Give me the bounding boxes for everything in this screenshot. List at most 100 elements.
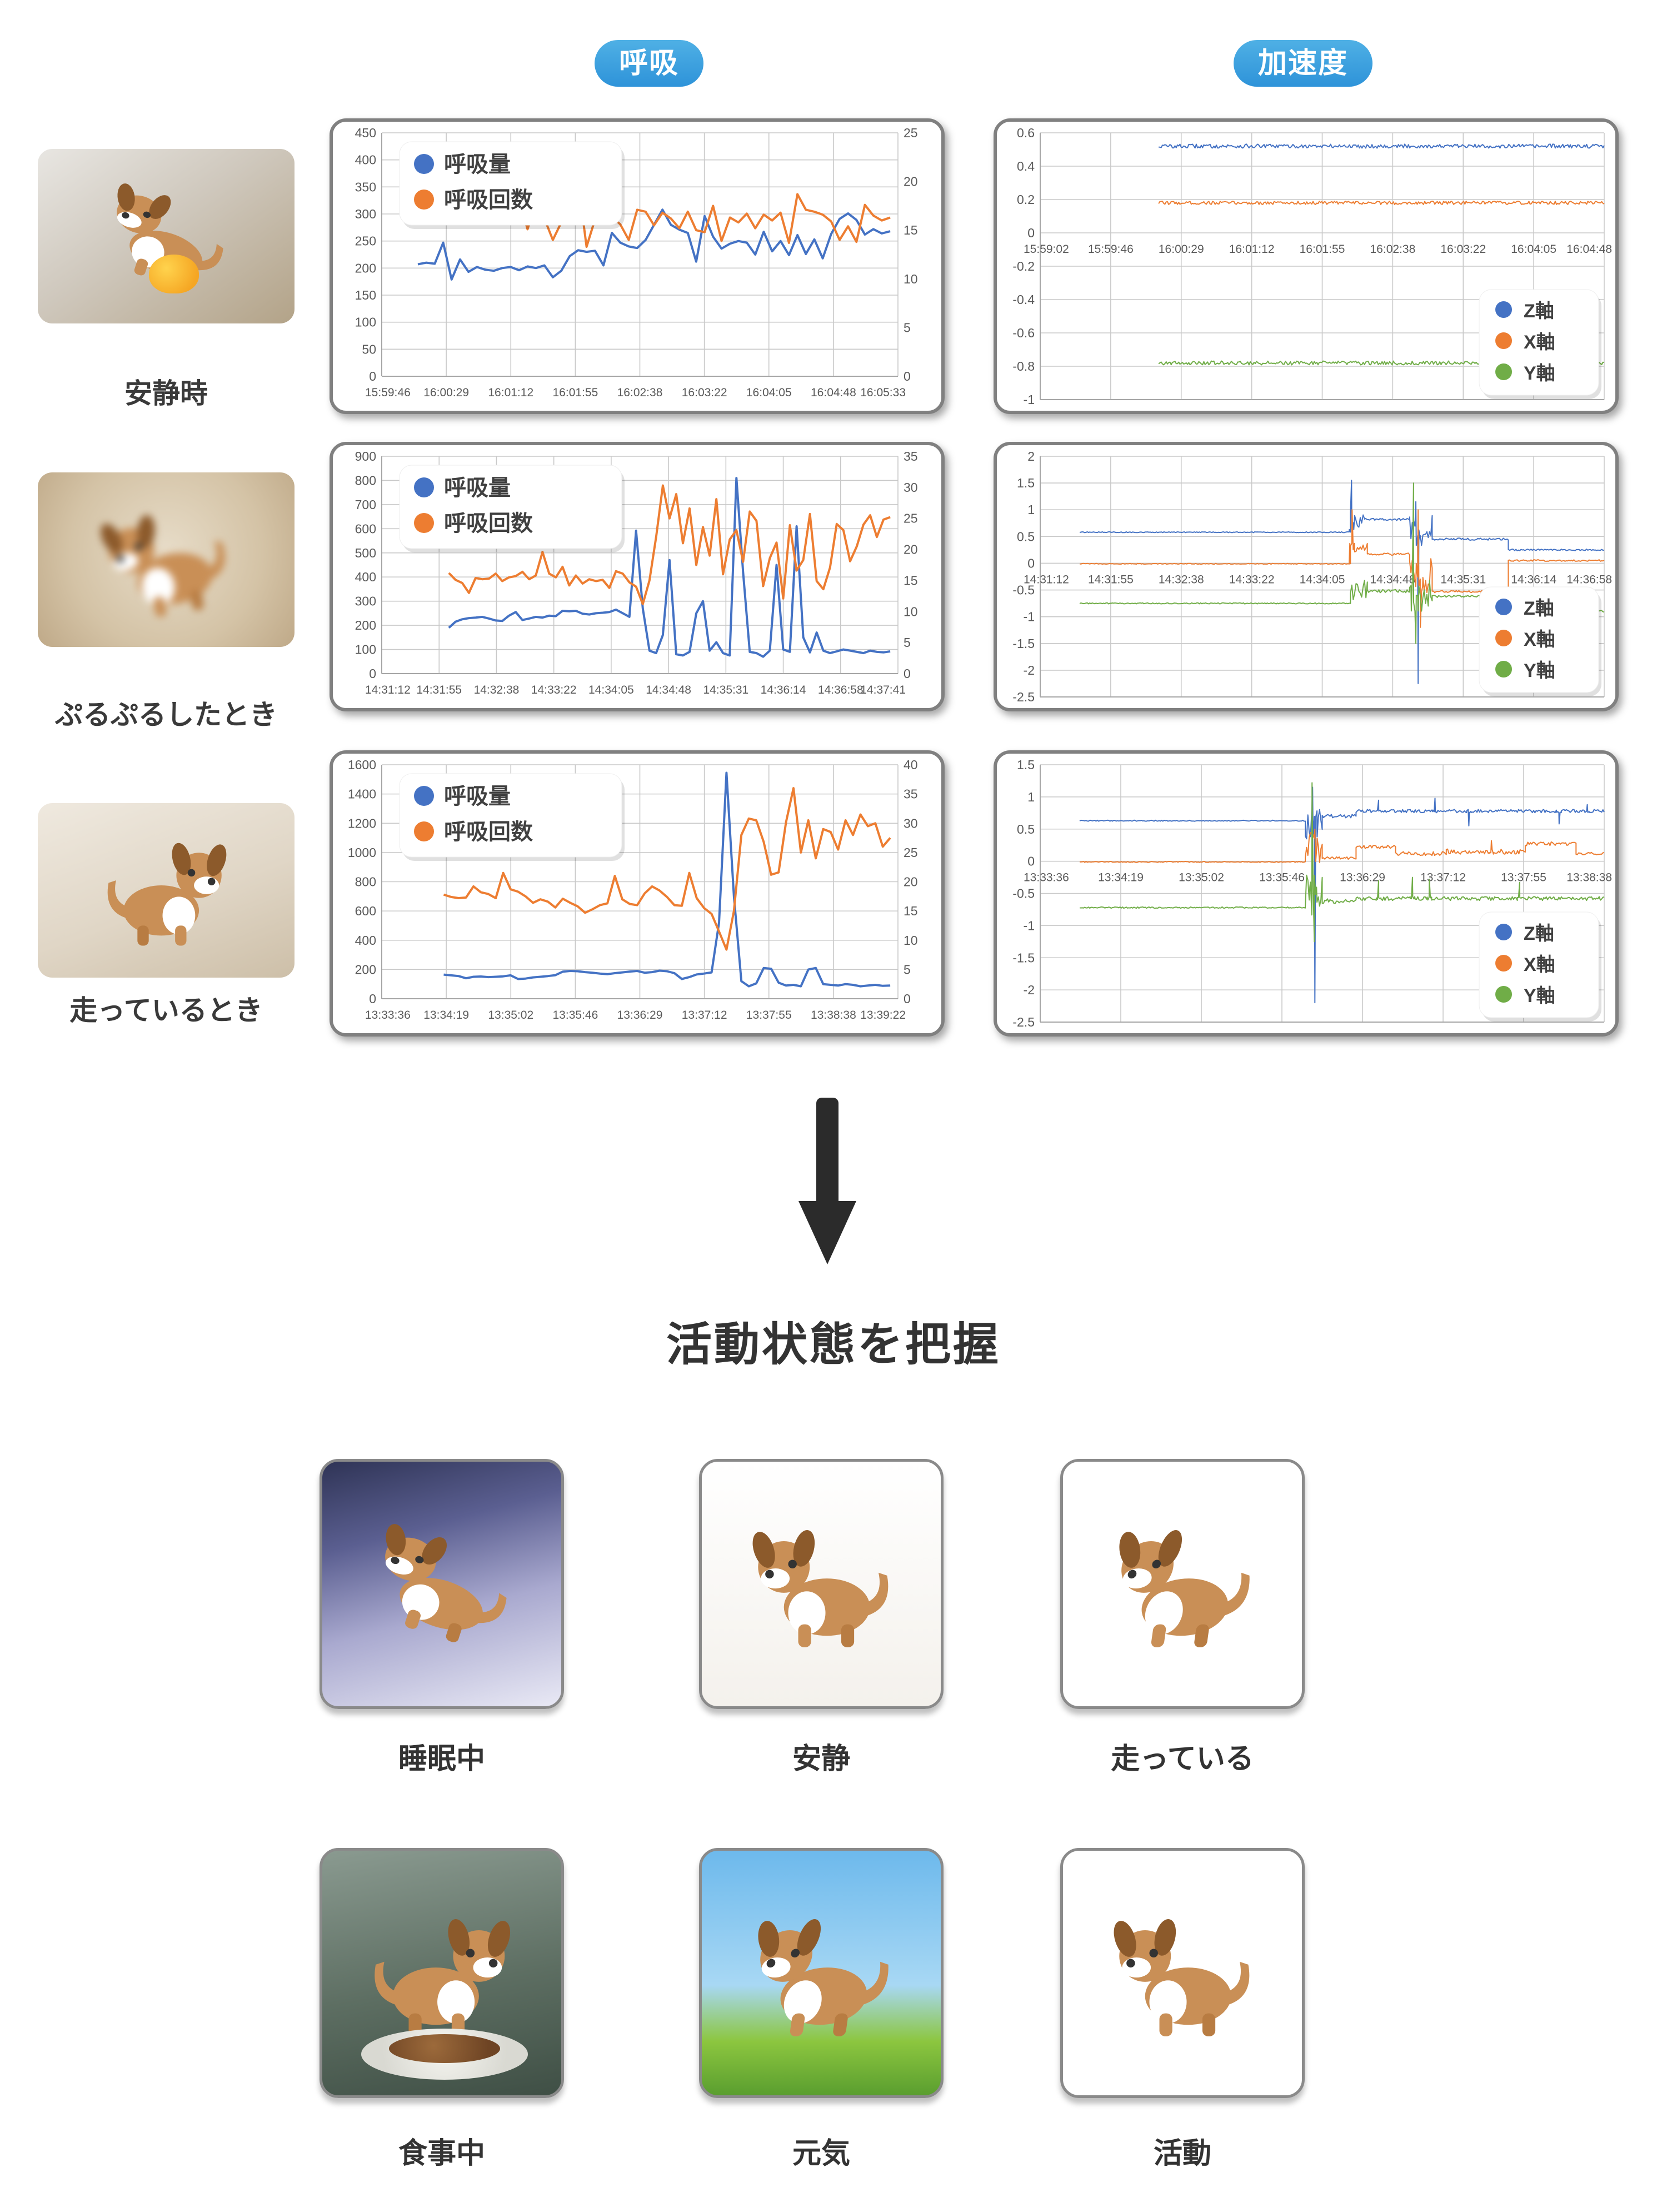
svg-text:16:04:48: 16:04:48 [811,386,856,399]
svg-text:1.5: 1.5 [1017,476,1035,490]
svg-text:15: 15 [904,573,918,587]
svg-text:13:39:22: 13:39:22 [860,1009,906,1022]
svg-text:900: 900 [355,449,376,464]
svg-text:14:36:58: 14:36:58 [1566,573,1612,586]
svg-text:600: 600 [355,521,376,536]
svg-text:5: 5 [904,635,911,650]
svg-text:14:36:14: 14:36:14 [761,684,806,696]
svg-text:15:59:02: 15:59:02 [1024,243,1069,256]
dog-icon [752,1530,889,1647]
dog-illustration [322,1462,561,1706]
svg-text:20: 20 [904,875,918,889]
svg-text:1000: 1000 [348,845,376,860]
state-label-happy: 元気 [792,2138,850,2170]
svg-text:0.6: 0.6 [1017,126,1035,140]
svg-text:16:01:12: 16:01:12 [1229,243,1275,256]
dog-illustration [1063,1462,1302,1706]
state-label-active: 活動 [1153,2138,1211,2170]
svg-text:16:05:33: 16:05:33 [860,386,906,399]
svg-text:0: 0 [1027,854,1035,869]
svg-text:-0.2: -0.2 [1012,259,1035,273]
svg-text:13:33:36: 13:33:36 [365,1009,411,1022]
svg-text:呼吸回数: 呼吸回数 [444,188,533,212]
svg-text:16:00:29: 16:00:29 [1159,243,1204,256]
svg-text:5: 5 [904,320,911,335]
svg-text:X軸: X軸 [1524,954,1555,975]
chart-breathing-rest: 450 400 350 300 250 200 150 100 50 0 25 20 15 10 5 0 15:… [330,118,945,414]
svg-text:14:36:58: 14:36:58 [818,684,864,696]
svg-text:30: 30 [904,816,918,830]
svg-text:14:33:22: 14:33:22 [1229,573,1275,586]
svg-text:呼吸量: 呼吸量 [444,152,511,177]
svg-text:0.4: 0.4 [1017,159,1035,173]
svg-text:16:02:38: 16:02:38 [617,386,663,399]
svg-text:-1: -1 [1024,610,1035,624]
svg-text:-2: -2 [1024,663,1035,677]
svg-text:350: 350 [355,180,376,194]
acceleration-badge: 加速度 [1234,40,1373,87]
svg-text:Y軸: Y軸 [1524,660,1555,681]
svg-text:150: 150 [355,288,376,302]
svg-text:400: 400 [355,570,376,584]
toy-chicken-shape [149,255,199,293]
svg-text:500: 500 [355,546,376,560]
svg-text:-1: -1 [1024,392,1035,407]
svg-text:16:00:29: 16:00:29 [423,386,469,399]
svg-text:700: 700 [355,497,376,512]
svg-text:13:36:29: 13:36:29 [1340,871,1385,884]
svg-text:14:31:12: 14:31:12 [1024,573,1069,586]
chart-acceleration-running: 1.5 1 0.5 0 -0.5 -1 -1.5 -2 -2.5 13:33:36 13:34:19… [994,750,1619,1037]
svg-text:14:36:14: 14:36:14 [1511,573,1556,586]
svg-text:13:38:38: 13:38:38 [1566,871,1612,884]
svg-text:450: 450 [355,126,376,140]
svg-text:200: 200 [355,618,376,632]
svg-text:50: 50 [362,342,376,356]
svg-text:0: 0 [369,992,376,1006]
svg-text:15:59:46: 15:59:46 [1088,243,1134,256]
svg-text:呼吸量: 呼吸量 [444,476,511,500]
svg-text:14:31:55: 14:31:55 [1088,573,1134,586]
svg-text:13:35:02: 13:35:02 [488,1009,533,1022]
svg-text:Z軸: Z軸 [1524,923,1554,944]
svg-text:800: 800 [355,473,376,487]
dog-illustration [38,472,295,647]
svg-text:-0.5: -0.5 [1012,886,1035,901]
dog-illustration [702,1462,941,1706]
state-card-active [1060,1848,1305,2098]
svg-text:10: 10 [904,272,918,286]
svg-text:5: 5 [904,962,911,977]
svg-text:200: 200 [355,261,376,275]
dog-icon [1114,1919,1250,2036]
state-label-sleeping: 睡眠中 [398,1743,485,1775]
state-label-eating: 食事中 [398,2138,485,2170]
dog-illustration [38,149,295,323]
svg-text:16:01:55: 16:01:55 [1300,243,1345,256]
svg-text:25: 25 [904,511,918,526]
svg-text:14:31:12: 14:31:12 [365,684,411,696]
svg-text:16:04:48: 16:04:48 [1566,243,1612,256]
svg-text:16:03:22: 16:03:22 [682,386,727,399]
state-label-calm: 安静 [792,1743,850,1775]
svg-text:15: 15 [904,904,918,918]
svg-text:1200: 1200 [348,816,376,830]
svg-text:X軸: X軸 [1524,332,1555,353]
photo-dog-running [38,803,295,978]
svg-text:13:35:46: 13:35:46 [1259,871,1305,884]
chart-acceleration-shaking: 2 1.5 1 0.5 0 -0.5 -1 -1.5 -2 -2.5 14:31:12 14:31:5… [994,442,1619,711]
breathing-badge: 呼吸 [595,40,704,87]
svg-text:14:35:31: 14:35:31 [703,684,748,696]
dog-icon [100,515,225,617]
svg-text:16:04:05: 16:04:05 [746,386,792,399]
svg-text:-0.5: -0.5 [1012,583,1035,597]
svg-text:-0.6: -0.6 [1012,326,1035,340]
svg-text:16:03:22: 16:03:22 [1440,243,1486,256]
svg-text:-1: -1 [1024,918,1035,933]
chart-breathing-running: 1600 1400 1200 1000 800 600 400 200 0 40 35 30 25 20 1… [330,750,945,1037]
svg-text:14:34:48: 14:34:48 [1370,573,1416,586]
state-card-sleeping [320,1459,564,1709]
svg-text:-0.4: -0.4 [1012,292,1035,307]
svg-text:13:34:19: 13:34:19 [1098,871,1144,884]
svg-text:0: 0 [904,666,911,681]
food-shape [389,2034,500,2063]
